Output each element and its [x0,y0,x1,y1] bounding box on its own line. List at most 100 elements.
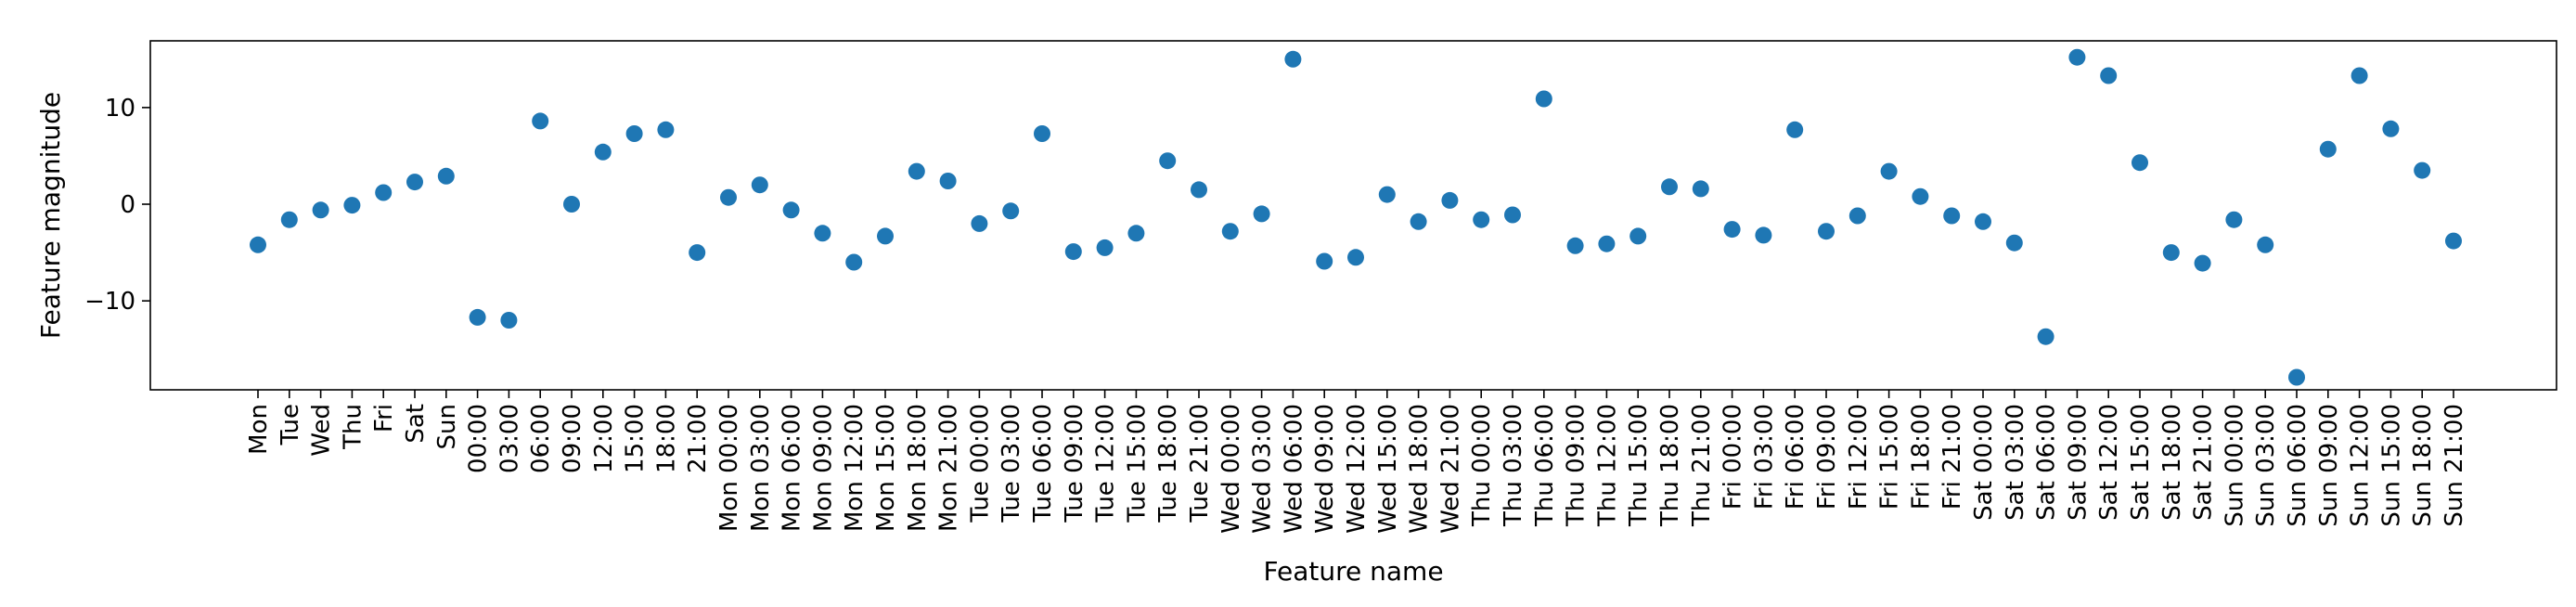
x-tick-label: 18:00 [652,404,680,473]
data-point [2068,48,2086,66]
data-point [1253,205,1270,223]
x-tick-label: Mon 09:00 [809,404,837,532]
data-point [1566,237,1584,254]
data-point [1629,227,1647,245]
data-point [2257,236,2274,253]
data-point [532,112,549,130]
data-point [1316,252,1333,270]
x-axis: Mon Tue Wed Thu Fri Sat Sun 00:00 03:00 06:00 09:0… [245,390,2468,534]
x-tick-label: Tue 12:00 [1092,404,1120,523]
data-point [1786,121,1804,138]
data-point [1034,125,1050,142]
x-tick-label: Sat 09:00 [2064,404,2092,521]
x-tick-label: Fri 03:00 [1750,404,1778,510]
x-tick-label: Tue 00:00 [966,404,994,523]
data-point [1096,239,1114,256]
data-point [594,143,612,161]
data-point [2319,140,2337,158]
x-tick-label: Sun 18:00 [2409,404,2437,527]
x-tick-label: Mon 21:00 [935,404,963,532]
x-tick-label: Tue 03:00 [998,404,1025,523]
x-tick-label: Fri 06:00 [1782,404,1810,510]
x-tick-label: Thu 15:00 [1625,404,1653,527]
data-point [1410,213,1427,230]
x-tick-label: 12:00 [590,404,618,473]
data-point [500,312,518,329]
data-point [1723,221,1741,239]
data-point [1504,206,1521,224]
x-tick-label: Thu 06:00 [1531,404,1559,527]
x-tick-label: Thu 00:00 [1468,404,1496,527]
data-point [1378,186,1396,203]
data-point [312,201,329,219]
x-tick-label: Wed 18:00 [1406,404,1434,534]
x-tick-label: 03:00 [496,404,523,473]
data-point [1912,187,1929,205]
x-tick-label: Mon 15:00 [872,404,900,532]
y-axis: 10 0 −10 [84,95,150,316]
data-point [1473,211,1490,228]
x-tick-label: Wed 00:00 [1217,404,1245,534]
data-point [1535,90,1552,108]
x-tick-label: Fri 09:00 [1813,404,1841,510]
y-tick-label: −10 [84,288,135,316]
plot-marks [250,48,2462,386]
data-point [625,125,643,142]
x-tick-label: Sun 15:00 [2377,404,2405,527]
data-point [720,188,737,206]
x-tick-label: 15:00 [622,404,650,473]
data-point [280,211,298,228]
x-tick-label: Wed 03:00 [1249,404,1277,534]
data-point [250,236,266,253]
x-tick-label: Sat 06:00 [2033,404,2061,521]
x-tick-label: Tue 18:00 [1154,404,1182,523]
x-tick-label: Fri 21:00 [1938,404,1966,510]
data-point [2288,368,2305,386]
x-tick-label: Mon [245,404,273,455]
data-point [2382,120,2400,137]
x-tick-label: Sat 18:00 [2158,404,2186,521]
x-tick-label: Mon 00:00 [715,404,743,532]
x-tick-label: 09:00 [559,404,586,473]
data-point [1598,235,1616,252]
data-point [1975,213,1991,230]
x-tick-label: Wed 06:00 [1280,404,1307,534]
data-point [1284,50,1302,68]
x-tick-label: Sun 12:00 [2347,404,2375,527]
x-tick-label: Wed 21:00 [1436,404,1464,534]
data-point [657,121,675,138]
data-point [1002,202,1020,220]
data-point [2225,211,2243,228]
x-tick-label: Fri 15:00 [1876,404,1904,510]
data-point [2351,67,2368,84]
x-tick-label: Fri 00:00 [1719,404,1747,510]
data-point [1221,223,1239,240]
data-point [2100,67,2118,84]
x-tick-label: Mon 06:00 [779,404,806,532]
x-tick-label: Tue [277,404,304,446]
data-point [2132,154,2148,172]
x-tick-label: 21:00 [684,404,712,473]
data-point [1848,207,1866,225]
x-tick-label: Wed 15:00 [1374,404,1402,534]
x-tick-label: Thu 03:00 [1500,404,1527,527]
x-tick-label: Tue 06:00 [1029,404,1057,523]
x-tick-label: Fri 12:00 [1845,404,1873,510]
data-point [1880,162,1898,180]
data-point [939,173,957,189]
x-tick-label: Fri [370,404,398,433]
data-point [971,214,988,232]
x-tick-label: Sun 09:00 [2315,404,2343,527]
data-point [1127,225,1145,242]
data-point [1159,152,1177,170]
y-tick-label: 0 [120,191,135,219]
x-tick-label: Wed [308,404,336,457]
x-tick-label: Sun [433,404,461,449]
data-point [563,196,580,213]
data-point [375,184,393,201]
x-tick-label: Sun 06:00 [2284,404,2312,527]
data-point [751,176,768,194]
x-tick-label: Mon 03:00 [747,404,775,532]
data-point [782,201,800,219]
data-point [2162,244,2180,262]
